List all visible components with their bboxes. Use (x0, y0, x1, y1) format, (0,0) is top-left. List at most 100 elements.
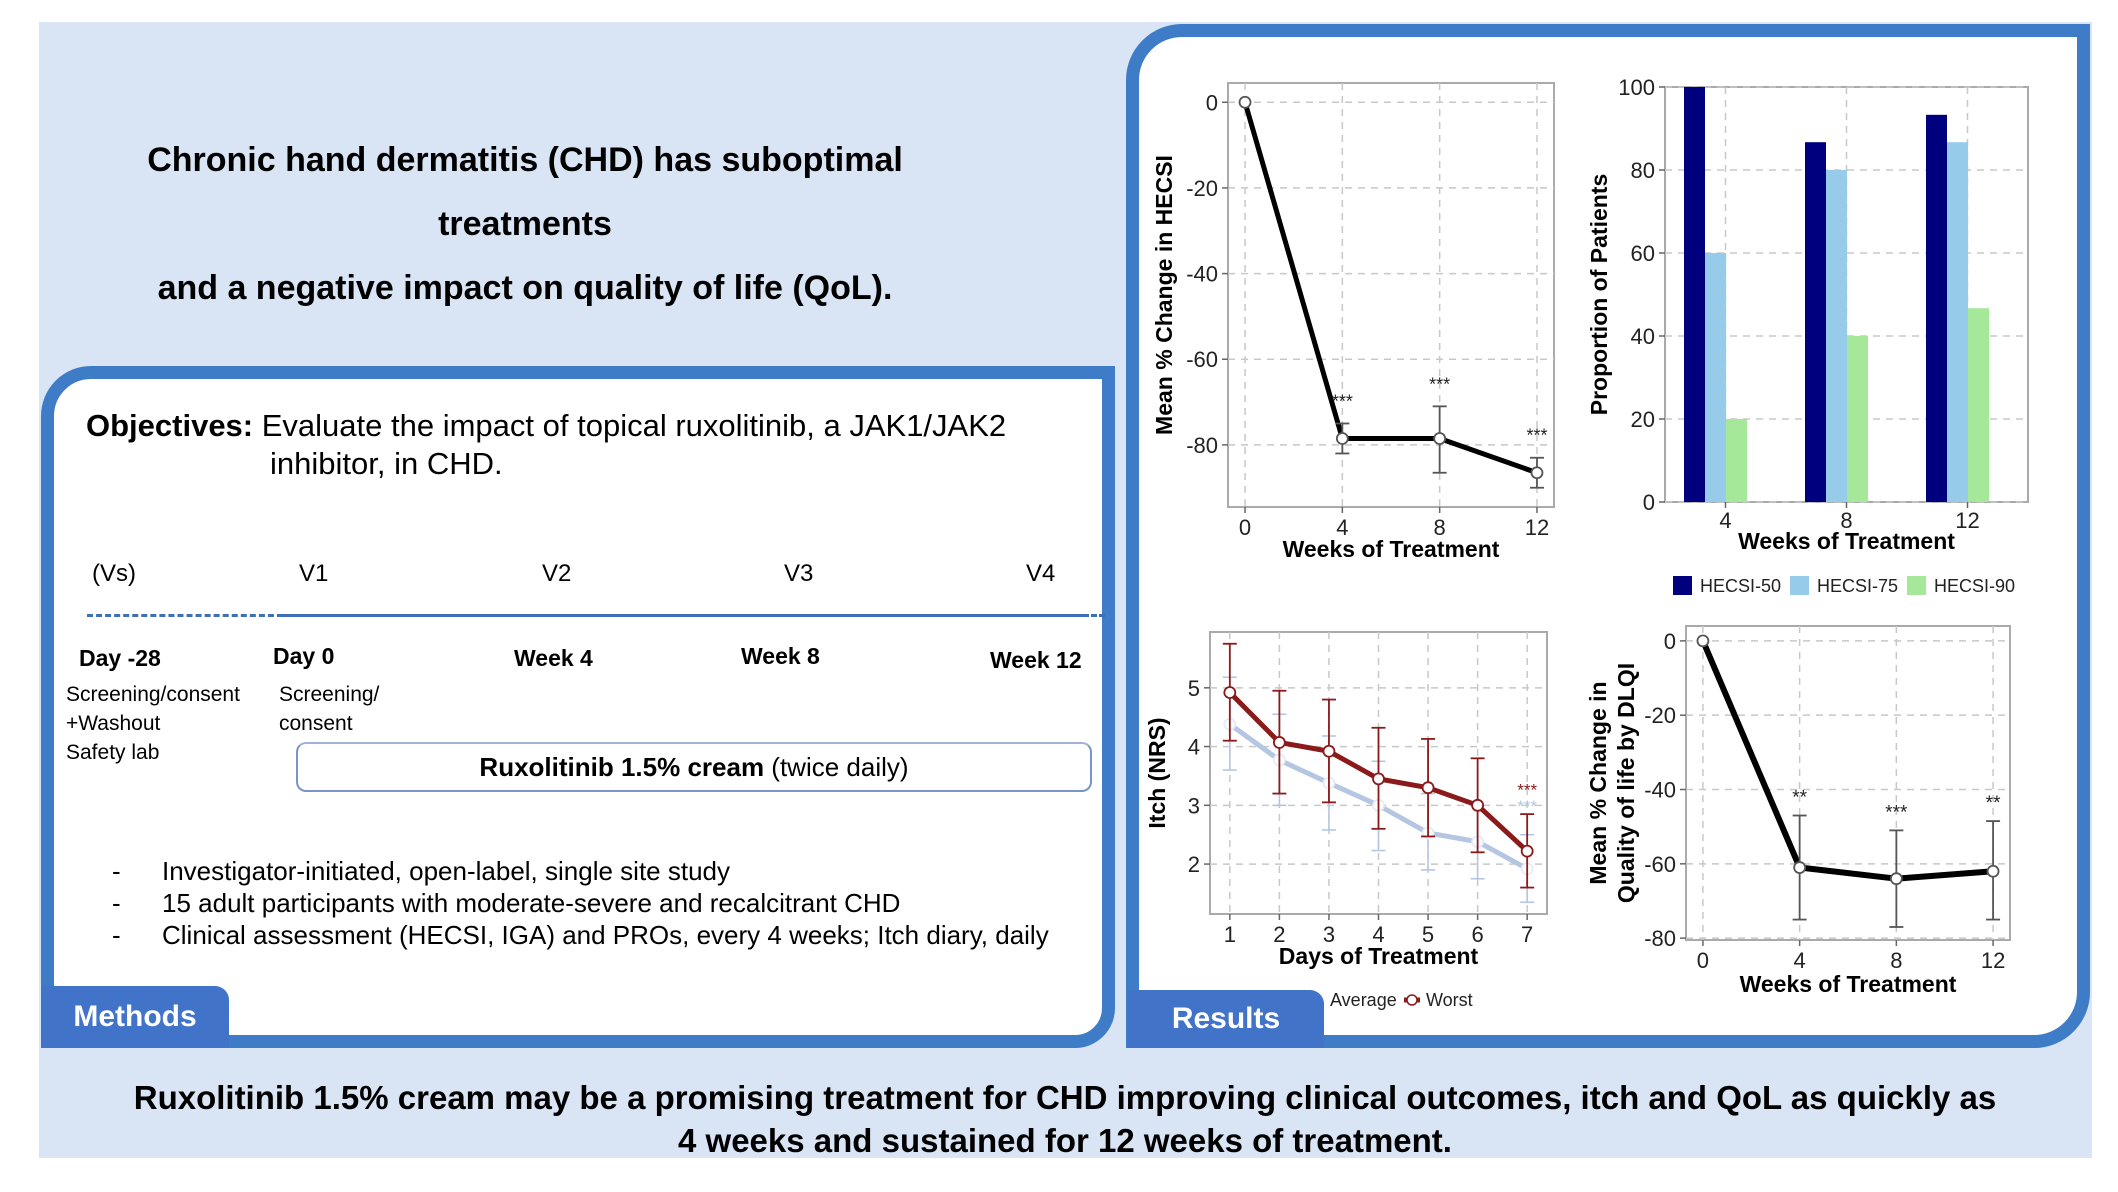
worst-point (1322, 744, 1336, 758)
y-tick-label: -40 (1644, 778, 1676, 803)
legend-swatch-hecsi-50 (1673, 576, 1692, 595)
x-tick-label: 5 (1422, 922, 1434, 947)
x-axis-label: Weeks of Treatment (1283, 536, 1500, 562)
bar-hecsi-90 (1847, 336, 1868, 502)
x-axis-label: Weeks of Treatment (1740, 971, 1957, 997)
treatment-regimen-box: Ruxolitinib 1.5% cream (twice daily) (296, 742, 1092, 792)
timeline-visit: V1 (299, 560, 329, 587)
x-tick-label: 2 (1273, 922, 1285, 947)
x-tick-label: 12 (1981, 948, 2005, 973)
worst-point (1372, 772, 1385, 786)
x-tick-label: 4 (1372, 922, 1384, 947)
methods-bullet: Clinical assessment (HECSI, IGA) and PRO… (112, 919, 1049, 951)
dlqi-point (1889, 872, 1903, 886)
hecsi-line (1242, 101, 1538, 476)
worst-point (1421, 781, 1435, 795)
results-tab-label: Results (1128, 990, 1324, 1048)
worst-point (1471, 798, 1485, 812)
treatment-frequency: (twice daily) (764, 751, 909, 782)
legend-label: Average (1330, 990, 1397, 1010)
methods-bullet-list: Investigator-initiated, open-label, sing… (112, 855, 1049, 951)
timeline-time: Week 8 (741, 643, 820, 669)
y-tick-label: 40 (1631, 324, 1655, 349)
x-tick-label: 8 (1434, 515, 1446, 540)
y-tick-label: 0 (1206, 90, 1218, 115)
intro-line-2: and a negative impact on quality of life… (157, 269, 893, 307)
methods-bullet: Investigator-initiated, open-label, sing… (112, 855, 1049, 887)
y-tick-label: -80 (1186, 433, 1218, 458)
methods-tab-label: Methods (41, 986, 229, 1048)
treatment-name: Ruxolitinib 1.5% cream (479, 751, 765, 782)
significance-marker-average: *** (1517, 797, 1537, 816)
bar-hecsi-75 (1826, 170, 1847, 502)
y-tick-label: 2 (1188, 852, 1200, 877)
significance-marker: ** (1986, 793, 2001, 814)
y-tick-label: 3 (1188, 793, 1200, 818)
screening-desc-line: Safety lab (66, 741, 160, 764)
x-tick-label: 7 (1521, 922, 1533, 947)
legend-label: HECSI-75 (1817, 576, 1898, 596)
bar-hecsi-75 (1947, 142, 1968, 502)
bar-hecsi-75 (1705, 253, 1726, 502)
significance-marker: *** (1332, 391, 1353, 411)
significance-marker: *** (1526, 426, 1547, 446)
day0-desc-line: Screening/ (279, 683, 380, 706)
conclusion-line-1: Ruxolitinib 1.5% cream may be a promisin… (133, 1079, 1997, 1116)
timeline-time: Week 4 (514, 645, 593, 671)
y-tick-label: 80 (1631, 158, 1655, 183)
y-axis-label: Itch (NRS) (1144, 717, 1170, 828)
worst-point (1520, 844, 1534, 858)
results-tab-text: Results (1171, 1002, 1281, 1035)
x-tick-label: 6 (1471, 922, 1483, 947)
hecsi-point (1238, 95, 1252, 109)
timeline-end-line (1083, 614, 1105, 617)
legend-marker-worst (1406, 994, 1418, 1006)
dlqi-line (1700, 639, 1994, 882)
significance-marker: ** (1792, 788, 1807, 809)
y-tick-label: -40 (1186, 262, 1218, 287)
x-tick-label: 8 (1890, 948, 1902, 973)
y-tick-label: 4 (1188, 735, 1200, 760)
x-tick-label: 3 (1323, 922, 1335, 947)
hecsi-point (1335, 432, 1349, 445)
legend-label: HECSI-50 (1700, 576, 1781, 596)
timeline-time: Day 0 (273, 643, 335, 669)
bar-hecsi-50 (1684, 87, 1705, 502)
x-tick-label: 12 (1955, 508, 1979, 533)
dlqi-point (1793, 861, 1807, 874)
objectives-label: Objectives: (86, 408, 254, 443)
dlqi-point (1986, 864, 2000, 878)
y-tick-label: 20 (1631, 407, 1655, 432)
y-tick-label: -80 (1644, 926, 1676, 951)
timeline-time: Week 12 (990, 647, 1082, 673)
legend-label: HECSI-90 (1934, 576, 2015, 596)
y-tick-label: -60 (1644, 852, 1676, 877)
significance-marker-worst: *** (1517, 781, 1537, 800)
significance-marker: *** (1885, 802, 1908, 823)
y-axis-label: Quality of life by DLQI (1613, 663, 1639, 903)
x-tick-label: 4 (1336, 515, 1348, 540)
y-axis-label: Proportion of Patients (1586, 174, 1612, 416)
intro-line-1: Chronic hand dermatitis (CHD) has subopt… (147, 141, 903, 243)
intro-statement: Chronic hand dermatitis (CHD) has subopt… (60, 128, 990, 320)
y-axis-label: Mean % Change in (1585, 681, 1611, 884)
conclusion-line-2: 4 weeks and sustained for 12 weeks of tr… (678, 1122, 1452, 1159)
y-tick-label: -20 (1186, 176, 1218, 201)
plot-frame (1685, 625, 2011, 941)
y-tick-label: -60 (1186, 347, 1218, 372)
y-tick-label: 100 (1618, 75, 1655, 100)
x-tick-label: 8 (1840, 508, 1852, 533)
timeline-visit: V3 (784, 560, 814, 587)
bar-hecsi-50 (1805, 142, 1826, 502)
timeline-washout-line (87, 614, 283, 617)
legend-swatch-hecsi-90 (1907, 576, 1926, 595)
objectives-text-1: Evaluate the impact of topical ruxolitin… (261, 408, 1007, 443)
screening-desc-line: +Washout (66, 712, 161, 735)
timeline-time: Day -28 (79, 645, 161, 671)
x-tick-label: 12 (1525, 515, 1549, 540)
methods-tab-text: Methods (73, 1000, 197, 1033)
screening-desc-line: Screening/consent (66, 683, 240, 706)
bar-hecsi-50 (1926, 114, 1947, 503)
worst-point (1223, 686, 1237, 699)
significance-marker: *** (1429, 374, 1450, 394)
